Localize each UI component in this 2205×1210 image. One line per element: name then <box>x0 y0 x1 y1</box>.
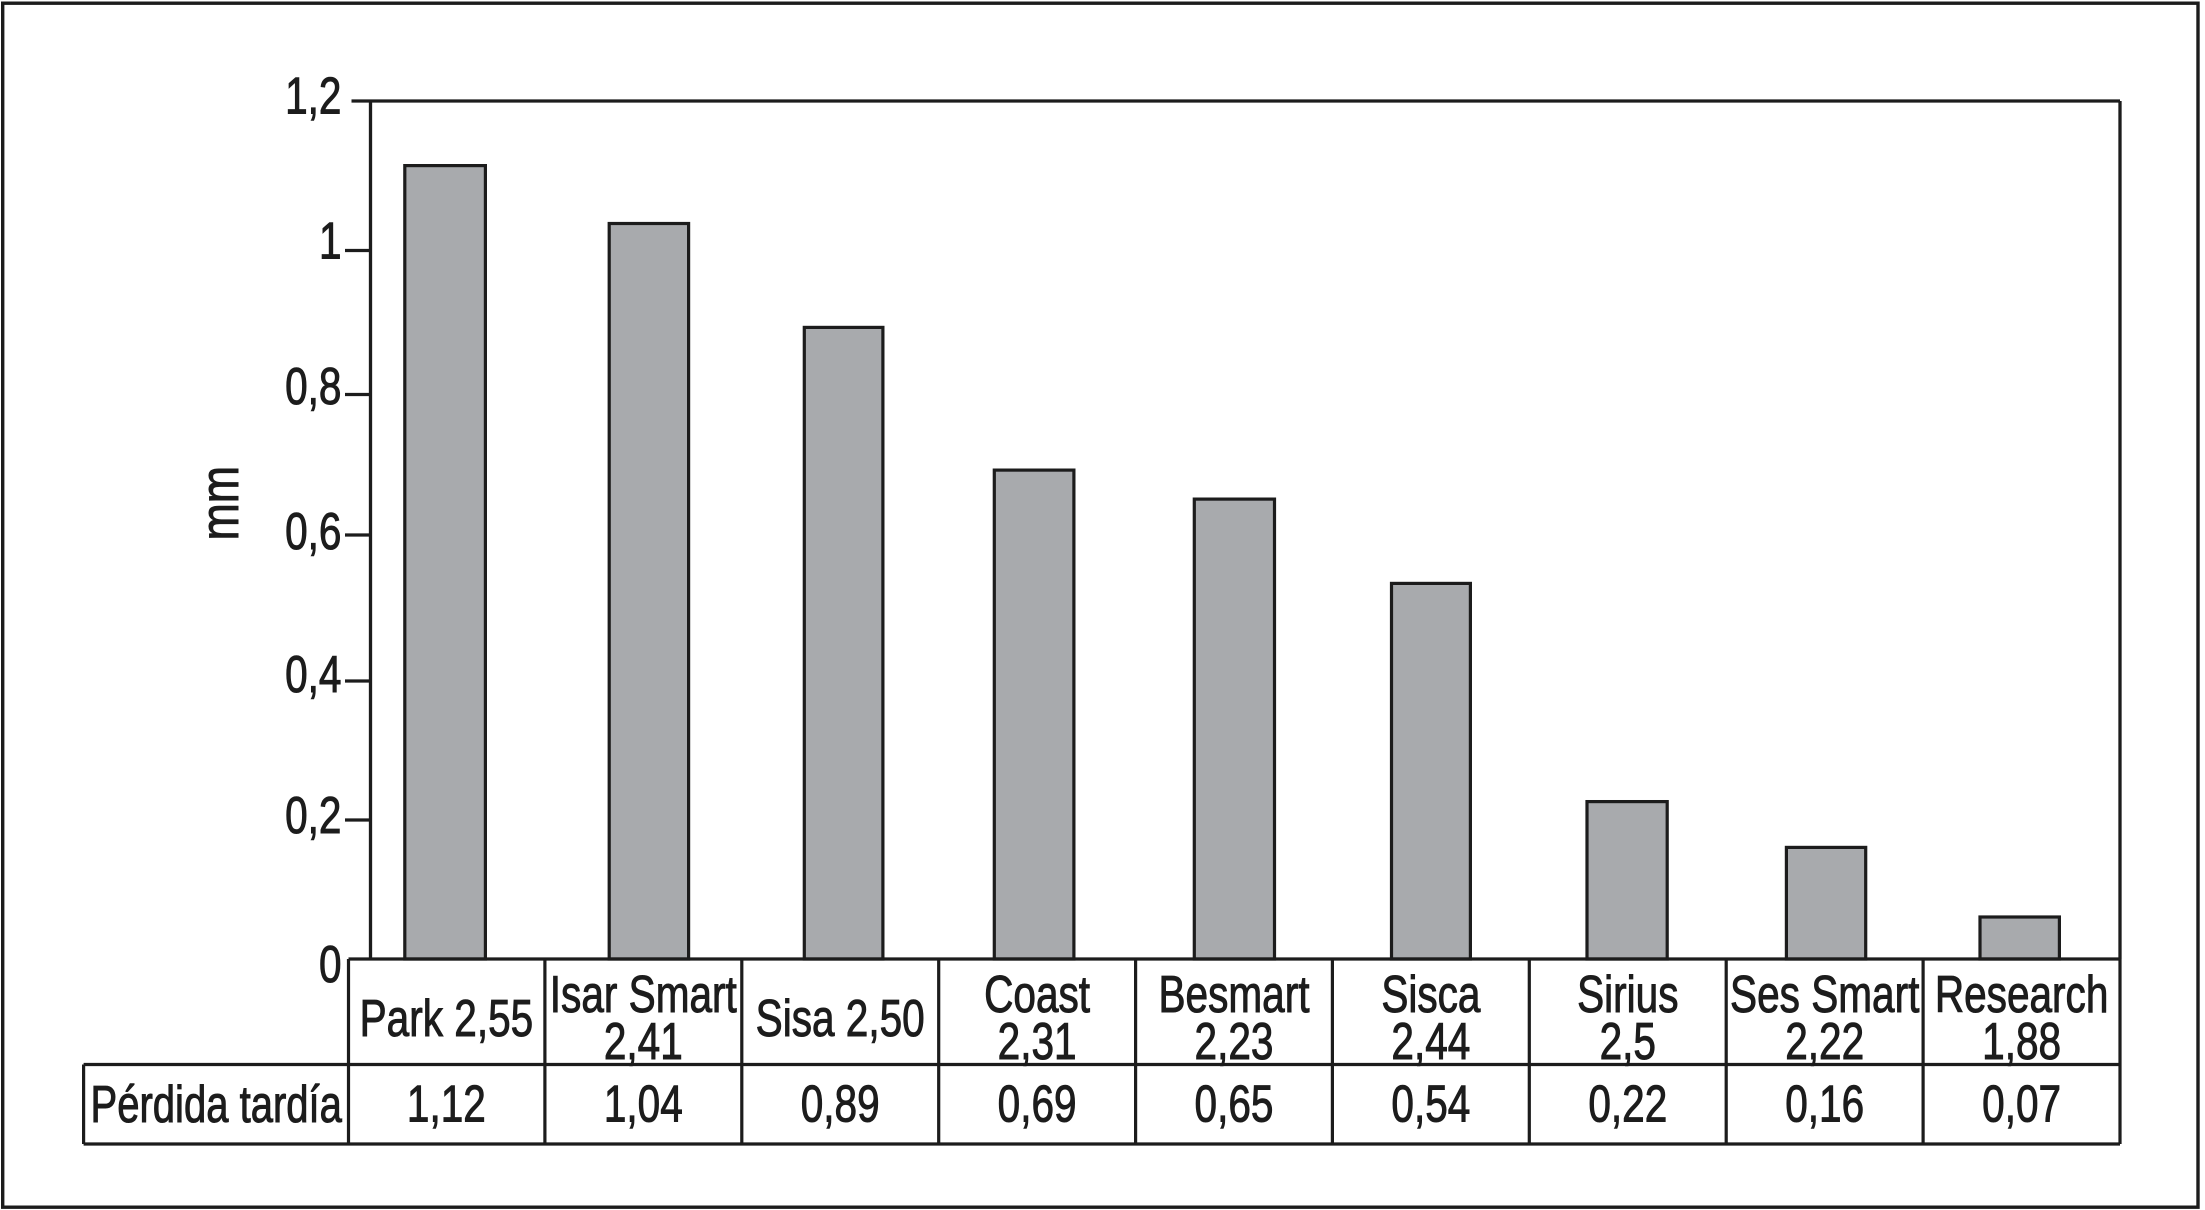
svg-text:0,22: 0,22 <box>1588 1075 1667 1133</box>
svg-text:2,31: 2,31 <box>998 1012 1077 1070</box>
svg-text:1: 1 <box>319 212 342 270</box>
svg-text:Coast: Coast <box>984 965 1090 1023</box>
svg-text:2,41: 2,41 <box>604 1012 683 1070</box>
svg-text:0,8: 0,8 <box>285 357 341 415</box>
svg-text:0,6: 0,6 <box>285 502 341 560</box>
svg-text:0,65: 0,65 <box>1195 1075 1274 1133</box>
svg-text:1,2: 1,2 <box>285 67 341 125</box>
svg-text:2,5: 2,5 <box>1600 1012 1656 1070</box>
svg-text:1,04: 1,04 <box>604 1075 683 1133</box>
svg-text:Sirius: Sirius <box>1577 965 1678 1023</box>
svg-text:Ses Smart: Ses Smart <box>1730 965 1919 1023</box>
svg-text:Besmart: Besmart <box>1159 965 1310 1023</box>
svg-text:0,2: 0,2 <box>285 786 341 844</box>
svg-text:Research: Research <box>1935 965 2109 1023</box>
svg-text:0,16: 0,16 <box>1785 1075 1864 1133</box>
svg-text:0,4: 0,4 <box>285 645 341 703</box>
svg-text:Isar Smart: Isar Smart <box>550 965 737 1023</box>
svg-text:0: 0 <box>319 935 342 993</box>
svg-text:2,22: 2,22 <box>1785 1012 1864 1070</box>
svg-text:Park 2,55: Park 2,55 <box>360 989 534 1047</box>
svg-text:mm: mm <box>189 466 250 541</box>
svg-text:2,23: 2,23 <box>1195 1012 1274 1070</box>
svg-text:Sisa 2,50: Sisa 2,50 <box>756 989 925 1047</box>
svg-text:1,12: 1,12 <box>407 1075 486 1133</box>
svg-text:0,54: 0,54 <box>1391 1075 1470 1133</box>
svg-text:Sisca: Sisca <box>1381 965 1480 1023</box>
svg-text:1,88: 1,88 <box>1982 1012 2061 1070</box>
svg-text:0,69: 0,69 <box>998 1075 1077 1133</box>
svg-text:0,07: 0,07 <box>1982 1075 2061 1133</box>
svg-text:0,89: 0,89 <box>801 1075 880 1133</box>
svg-text:Pérdida tardía: Pérdida tardía <box>91 1075 343 1133</box>
svg-text:2,44: 2,44 <box>1391 1012 1470 1070</box>
